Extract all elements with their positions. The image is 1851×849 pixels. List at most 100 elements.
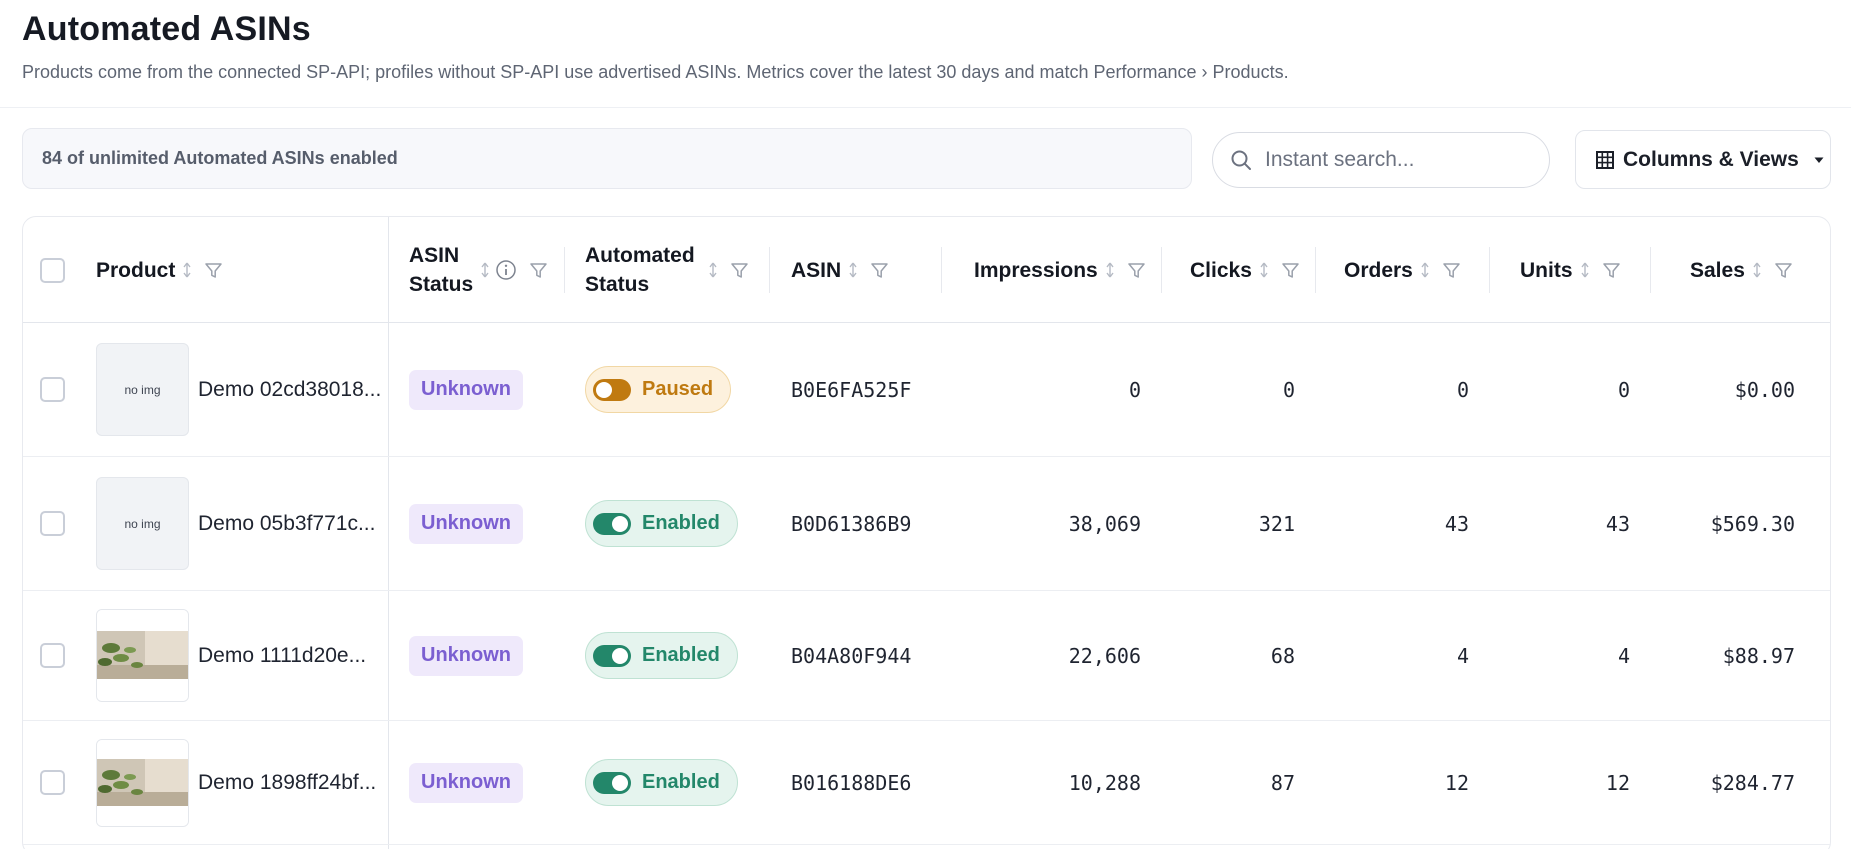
filter-icon[interactable] bbox=[1442, 261, 1461, 280]
info-icon[interactable] bbox=[495, 259, 517, 281]
column-header-orders[interactable]: Orders bbox=[1344, 217, 1461, 323]
page-title: Automated ASINs bbox=[22, 10, 311, 48]
column-label-impressions: Impressions bbox=[974, 258, 1098, 282]
product-name[interactable]: Demo 02cd38018... bbox=[198, 377, 382, 401]
filter-icon[interactable] bbox=[204, 261, 223, 280]
column-label-units: Units bbox=[1520, 258, 1573, 282]
column-separator bbox=[769, 247, 770, 293]
table-row[interactable]: Demo 1898ff24bf... Unknown Enabled B0161… bbox=[23, 721, 1830, 845]
column-label-orders: Orders bbox=[1344, 258, 1413, 282]
column-separator bbox=[941, 247, 942, 293]
product-name[interactable]: Demo 05b3f771c... bbox=[198, 511, 376, 535]
search-icon bbox=[1229, 148, 1253, 172]
column-label-clicks: Clicks bbox=[1190, 258, 1252, 282]
column-header-clicks[interactable]: Clicks bbox=[1190, 217, 1300, 323]
asins-table: Product ASIN Status Automated Status ASIN … bbox=[22, 216, 1831, 849]
asin-value: B04A80F944 bbox=[791, 643, 912, 668]
filter-icon[interactable] bbox=[870, 261, 889, 280]
asin-status-badge: Unknown bbox=[409, 762, 523, 803]
table-row[interactable]: no img Demo 02cd38018... Unknown Paused … bbox=[23, 323, 1830, 457]
units-value: 0 bbox=[1617, 377, 1630, 402]
grid-icon bbox=[1596, 150, 1614, 169]
product-name[interactable]: Demo 1898ff24bf... bbox=[198, 770, 377, 794]
filter-icon[interactable] bbox=[529, 261, 548, 280]
sort-icon[interactable] bbox=[1105, 260, 1115, 280]
sort-icon[interactable] bbox=[182, 260, 192, 280]
sort-icon[interactable] bbox=[1259, 260, 1269, 280]
column-header-asin[interactable]: ASIN bbox=[791, 217, 889, 323]
column-label-asin: ASIN bbox=[791, 258, 842, 282]
row-checkbox[interactable] bbox=[40, 511, 65, 536]
automated-status-label: Enabled bbox=[642, 771, 720, 793]
product-name[interactable]: Demo 1111d20e... bbox=[198, 643, 367, 667]
toggle-switch-icon bbox=[593, 644, 631, 667]
orders-value: 0 bbox=[1456, 377, 1469, 402]
filter-icon[interactable] bbox=[1127, 261, 1146, 280]
sales-value: $569.30 bbox=[1710, 511, 1795, 536]
table-row[interactable]: Demo 1111d20e... Unknown Enabled B04A80F… bbox=[23, 591, 1830, 721]
column-separator bbox=[1489, 247, 1490, 293]
toolbar: 84 of unlimited Automated ASINs enabled … bbox=[0, 128, 1851, 190]
row-checkbox[interactable] bbox=[40, 643, 65, 668]
column-label-automated-status: Automated Status bbox=[585, 244, 695, 296]
impressions-value: 10,288 bbox=[1068, 770, 1141, 795]
column-label-product: Product bbox=[96, 258, 176, 282]
sort-icon[interactable] bbox=[708, 260, 718, 280]
asin-status-badge: Unknown bbox=[409, 369, 523, 410]
sales-value: $88.97 bbox=[1722, 643, 1795, 668]
select-all-checkbox[interactable] bbox=[40, 257, 65, 283]
product-thumbnail: no img bbox=[96, 343, 189, 436]
orders-value: 4 bbox=[1456, 643, 1469, 668]
column-header-asin-status[interactable]: ASIN Status bbox=[409, 217, 548, 323]
units-value: 12 bbox=[1605, 770, 1630, 795]
product-thumbnail: no img bbox=[96, 477, 189, 570]
columns-views-label: Columns & Views bbox=[1623, 147, 1799, 171]
table-row[interactable]: no img Demo 05b3f771c... Unknown Enabled… bbox=[23, 457, 1830, 591]
units-value: 43 bbox=[1605, 511, 1630, 536]
clicks-value: 68 bbox=[1270, 643, 1295, 668]
impressions-value: 22,606 bbox=[1068, 643, 1141, 668]
sort-icon[interactable] bbox=[480, 260, 490, 280]
automated-status-label: Enabled bbox=[642, 644, 720, 666]
column-separator bbox=[1315, 247, 1316, 293]
page-subtitle: Products come from the connected SP-API;… bbox=[22, 62, 1289, 82]
search-box[interactable] bbox=[1212, 132, 1550, 188]
search-input[interactable] bbox=[1265, 148, 1525, 172]
automated-status-label: Paused bbox=[642, 378, 714, 400]
sort-icon[interactable] bbox=[1420, 260, 1430, 280]
columns-views-button[interactable]: Columns & Views bbox=[1575, 130, 1831, 189]
column-header-impressions[interactable]: Impressions bbox=[974, 217, 1146, 323]
page-header: Automated ASINs Products come from the c… bbox=[0, 0, 1851, 108]
column-header-product[interactable]: Product bbox=[96, 217, 223, 323]
automated-status-toggle[interactable]: Enabled bbox=[585, 632, 738, 679]
filter-icon[interactable] bbox=[730, 261, 749, 280]
automated-status-label: Enabled bbox=[642, 512, 720, 534]
asin-status-badge: Unknown bbox=[409, 503, 523, 544]
filter-icon[interactable] bbox=[1774, 261, 1793, 280]
automated-status-toggle[interactable]: Enabled bbox=[585, 759, 738, 806]
filter-icon[interactable] bbox=[1602, 261, 1621, 280]
sort-icon[interactable] bbox=[848, 260, 858, 280]
asin-value: B016188DE6 bbox=[791, 770, 912, 795]
sort-icon[interactable] bbox=[1752, 260, 1762, 280]
column-header-units[interactable]: Units bbox=[1520, 217, 1621, 323]
asin-value: B0D61386B9 bbox=[791, 511, 912, 536]
product-thumbnail bbox=[96, 609, 189, 702]
toggle-switch-icon bbox=[593, 512, 631, 535]
column-header-sales[interactable]: Sales bbox=[1690, 217, 1793, 323]
toggle-switch-icon bbox=[593, 771, 631, 794]
automated-status-toggle[interactable]: Enabled bbox=[585, 500, 738, 547]
row-checkbox[interactable] bbox=[40, 770, 65, 795]
automated-status-toggle[interactable]: Paused bbox=[585, 366, 732, 413]
column-header-automated-status[interactable]: Automated Status bbox=[585, 217, 749, 323]
select-all-cell bbox=[40, 217, 65, 323]
frozen-column-divider bbox=[388, 217, 389, 849]
table-header: Product ASIN Status Automated Status ASIN … bbox=[23, 217, 1830, 323]
clicks-value: 321 bbox=[1258, 511, 1295, 536]
asin-limit-banner: 84 of unlimited Automated ASINs enabled bbox=[22, 128, 1192, 189]
sort-icon[interactable] bbox=[1580, 260, 1590, 280]
clicks-value: 87 bbox=[1270, 770, 1295, 795]
filter-icon[interactable] bbox=[1281, 261, 1300, 280]
orders-value: 43 bbox=[1444, 511, 1469, 536]
row-checkbox[interactable] bbox=[40, 377, 65, 402]
